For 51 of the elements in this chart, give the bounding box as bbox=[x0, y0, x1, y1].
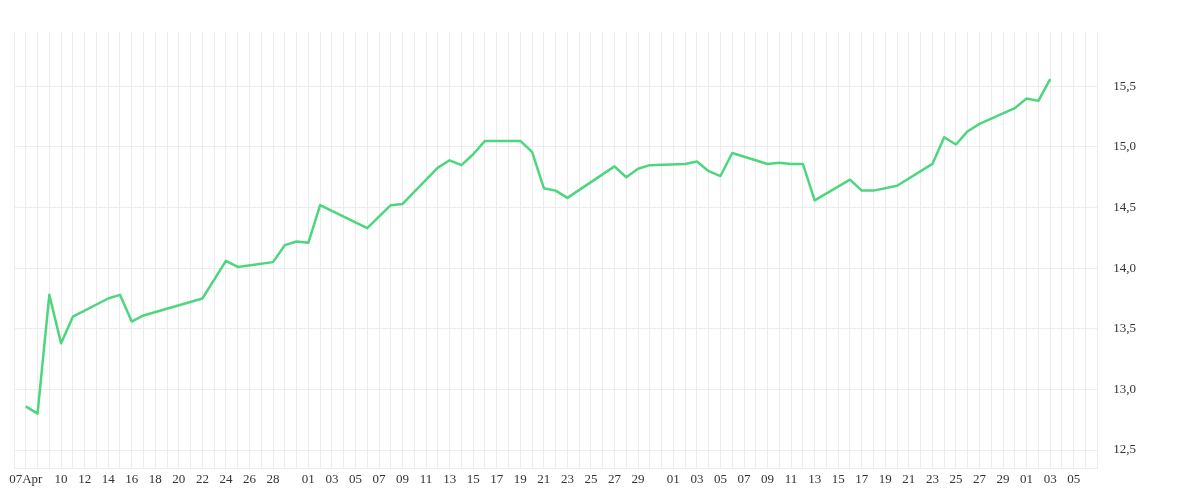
x-tick-label: 17 bbox=[855, 471, 869, 487]
x-tick-label: 03 bbox=[325, 471, 339, 487]
x-tick-label: 27 bbox=[608, 471, 622, 487]
x-tick-label: 05 bbox=[1067, 471, 1081, 487]
x-tick-label: 21 bbox=[537, 471, 551, 487]
y-tick-label: 15,5 bbox=[1113, 77, 1136, 93]
x-tick-label: 23 bbox=[560, 471, 574, 487]
x-tick-label: 01 bbox=[1020, 471, 1034, 487]
x-tick-label: 05 bbox=[713, 471, 727, 487]
x-tick-label: 26 bbox=[242, 471, 257, 487]
x-tick-label: 25 bbox=[949, 471, 963, 487]
x-tick-label: 20 bbox=[172, 471, 186, 487]
x-tick-label: 07 bbox=[372, 471, 387, 487]
x-tick-label: 01 bbox=[666, 471, 680, 487]
x-tick-label: 07 bbox=[737, 471, 752, 487]
x-tick-label: 09 bbox=[396, 471, 410, 487]
y-tick-label: 14,5 bbox=[1113, 198, 1136, 214]
x-tick-label: 15 bbox=[831, 471, 845, 487]
x-tick-label: 09 bbox=[761, 471, 775, 487]
x-tick-label: 16 bbox=[125, 471, 139, 487]
x-tick-label: 19 bbox=[878, 471, 892, 487]
x-tick-label: 15 bbox=[466, 471, 480, 487]
x-tick-label: 12 bbox=[78, 471, 92, 487]
x-tick-label: 01 bbox=[301, 471, 315, 487]
x-tick-label: 24 bbox=[219, 471, 233, 487]
x-tick-label: 03 bbox=[690, 471, 704, 487]
x-tick-label: 21 bbox=[902, 471, 916, 487]
x-tick-label: 11 bbox=[784, 471, 798, 487]
y-tick-label: 14,0 bbox=[1113, 259, 1136, 275]
x-tick-label: 23 bbox=[925, 471, 939, 487]
y-tick-label: 13,0 bbox=[1113, 380, 1136, 396]
x-tick-label: 13 bbox=[443, 471, 457, 487]
x-tick-label: 17 bbox=[490, 471, 504, 487]
x-tick-label: 11 bbox=[419, 471, 433, 487]
x-tick-label: 19 bbox=[513, 471, 527, 487]
x-tick-label: 05 bbox=[348, 471, 362, 487]
x-tick-label: 28 bbox=[266, 471, 280, 487]
x-tick-label: 10 bbox=[54, 471, 68, 487]
x-tick-label: 29 bbox=[631, 471, 645, 487]
y-tick-label: 13,5 bbox=[1113, 320, 1136, 336]
x-tick-label: 25 bbox=[584, 471, 598, 487]
x-tick-label: 03 bbox=[1043, 471, 1057, 487]
y-tick-label: 15,0 bbox=[1113, 138, 1136, 154]
x-tick-label: 22 bbox=[195, 471, 209, 487]
x-tick-label: 13 bbox=[808, 471, 822, 487]
x-tick-label: 18 bbox=[148, 471, 162, 487]
x-tick-label: 14 bbox=[101, 471, 116, 487]
y-tick-label: 12,5 bbox=[1113, 441, 1136, 457]
x-tick-label: 29 bbox=[996, 471, 1010, 487]
x-tick-label: 27 bbox=[973, 471, 987, 487]
x-tick-label: 07Apr bbox=[9, 471, 44, 487]
